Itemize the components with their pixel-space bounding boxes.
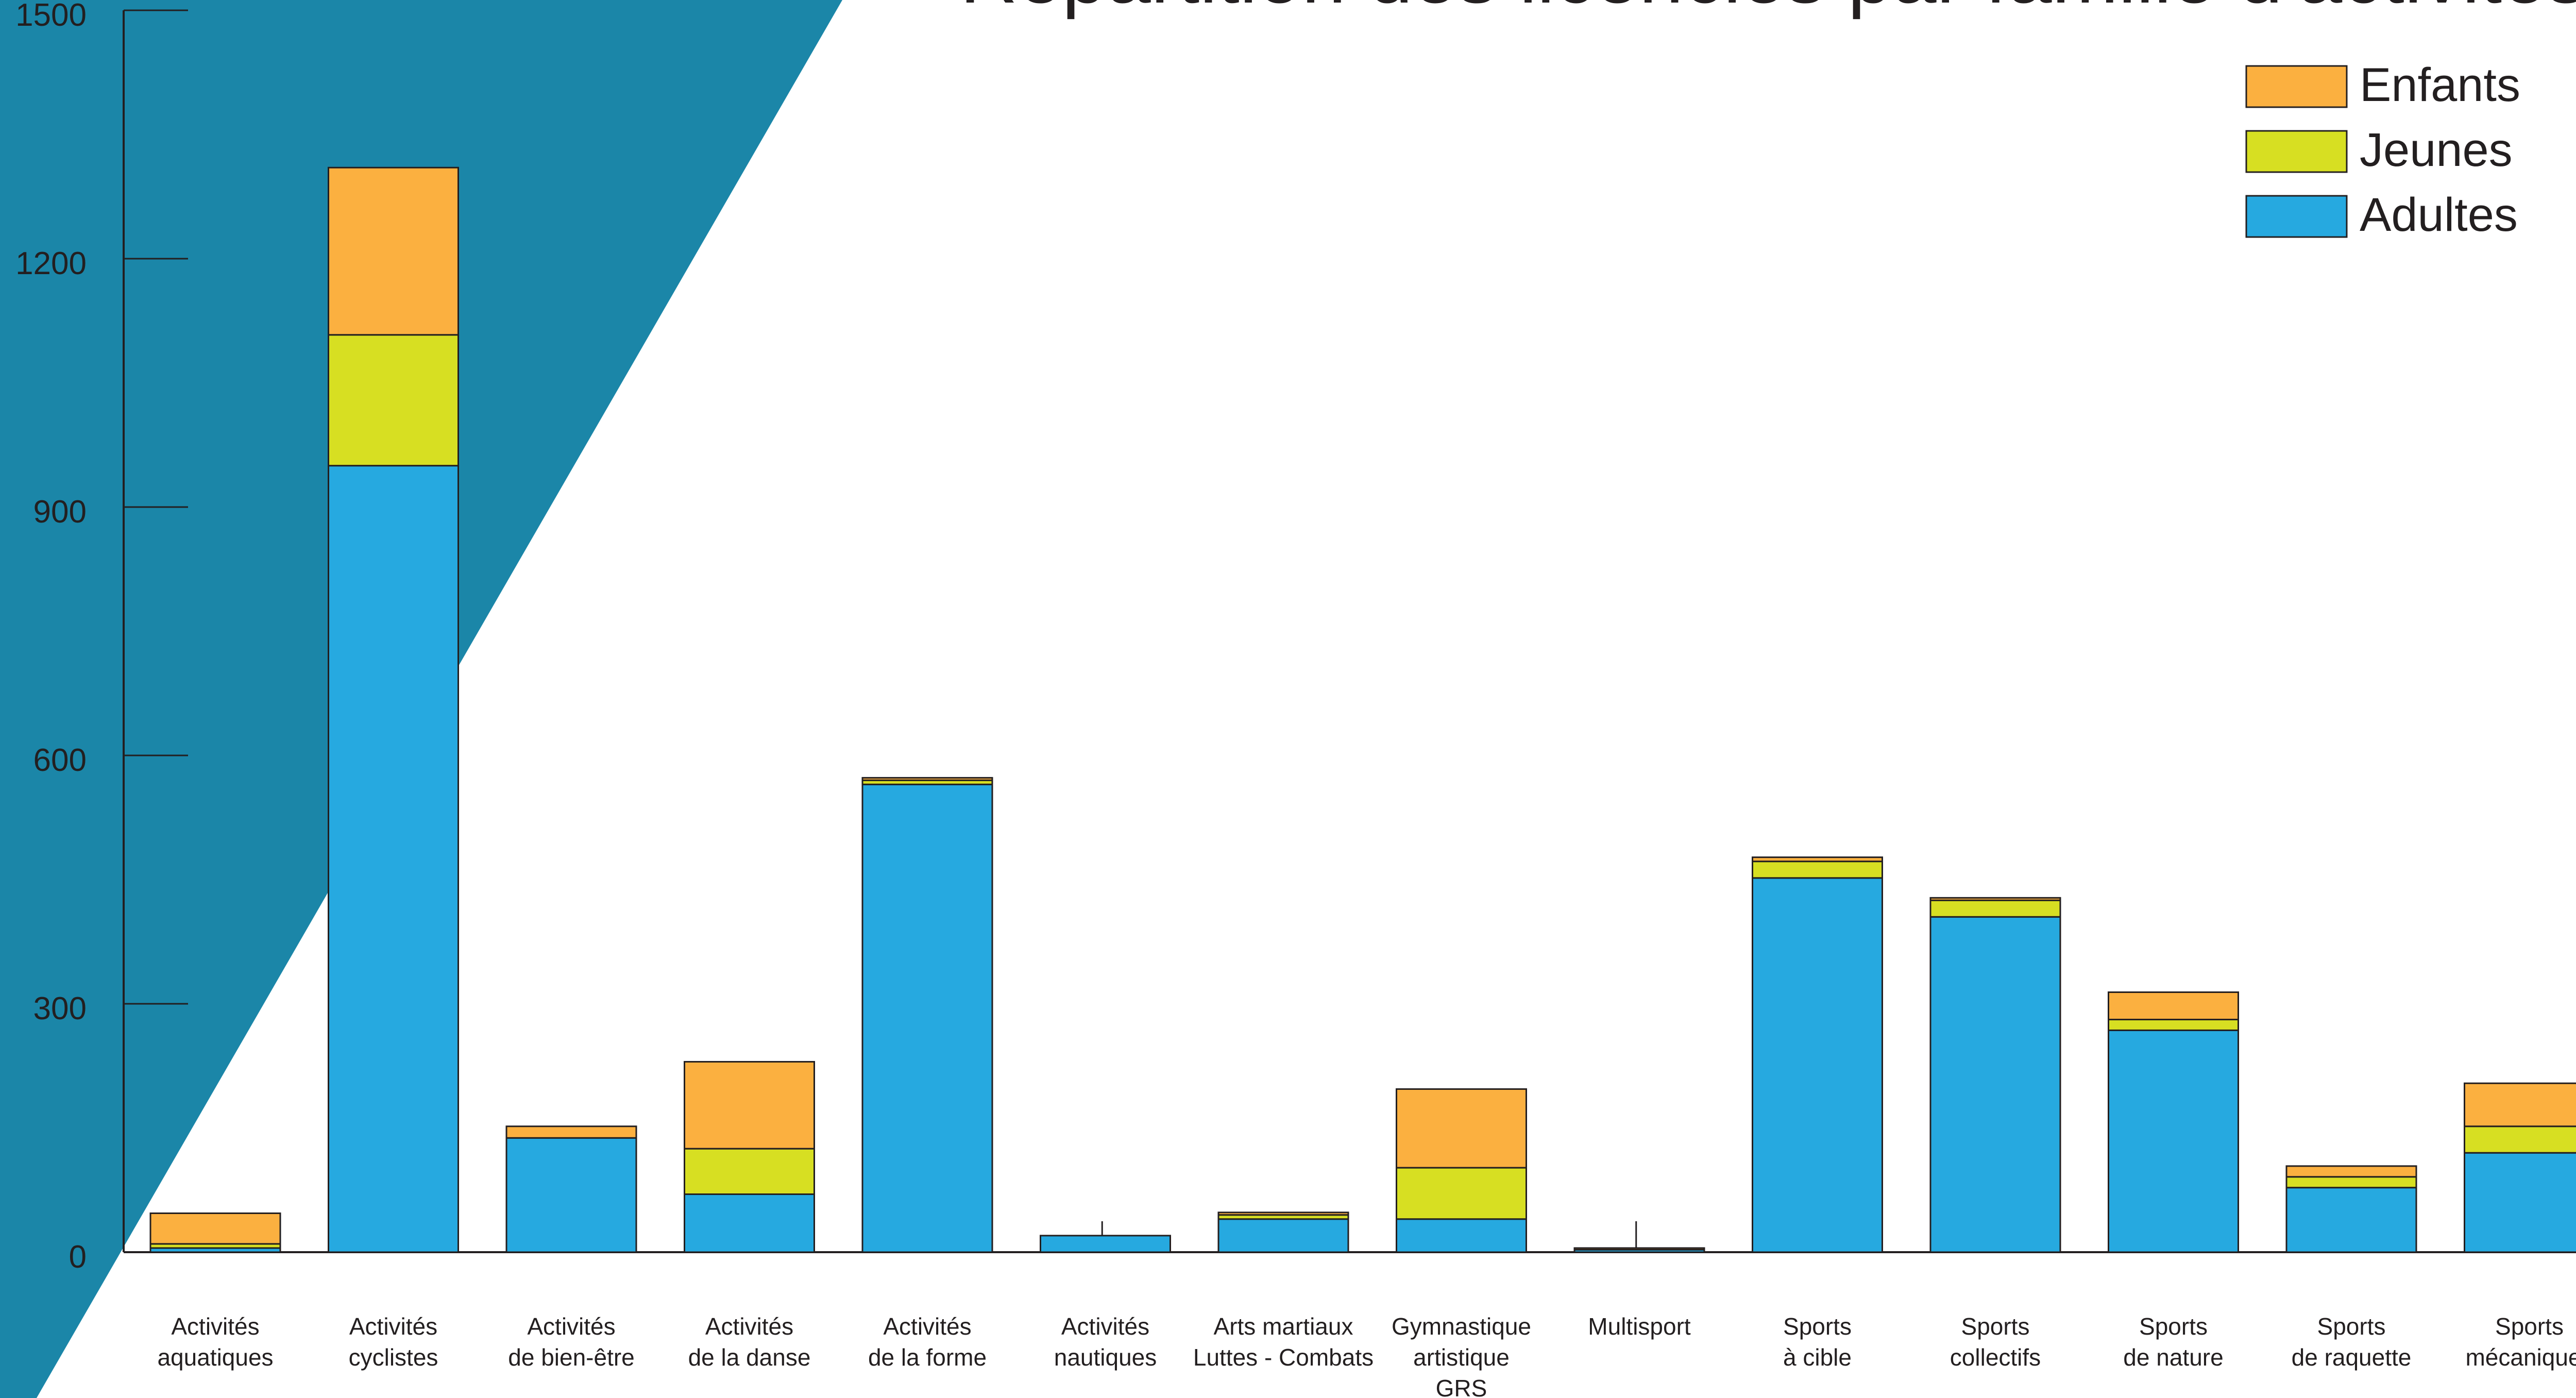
bar-segment-enfants — [1752, 856, 1883, 863]
bar-segment-enfants — [1929, 897, 2061, 901]
bar-segment-adultes — [1752, 877, 1883, 1253]
x-tick-label-line: nautiques — [1054, 1344, 1157, 1371]
bar-segment-jeunes — [684, 1148, 815, 1195]
bar-segment-enfants — [1573, 1247, 1705, 1251]
bar-segment-enfants — [505, 1125, 637, 1139]
bar-segment-adultes — [684, 1193, 815, 1253]
x-tick-label: Sports mécaniques — [2465, 1313, 2576, 1371]
x-tick-label-line: aquatiques — [157, 1344, 273, 1371]
x-tick-label-line: mécaniques — [2465, 1344, 2576, 1371]
x-tick-label-line: Luttes - Combats — [1193, 1344, 1374, 1371]
bar-segment-jeunes — [1396, 1167, 1527, 1220]
bar-segment-jeunes — [2108, 1019, 2239, 1031]
x-tick-label-line: Sports — [1961, 1313, 2030, 1340]
x-tick-label-line: de bien-être — [508, 1344, 635, 1371]
x-tick-label: Sports de raquette — [2292, 1313, 2412, 1371]
x-tick-label: Sports de nature — [2123, 1313, 2223, 1371]
bar-segment-adultes — [1396, 1218, 1527, 1253]
legend-swatch-jeunes — [2245, 130, 2348, 173]
bar-segment-adultes — [1929, 916, 2061, 1253]
y-tick-label: 300 — [33, 991, 87, 1026]
x-tick-label: Gymnastique artistique GRS — [1392, 1313, 1531, 1398]
legend-label-enfants: Enfants — [2360, 59, 2520, 111]
x-tick-label-line: Activités — [1061, 1313, 1149, 1340]
x-tick-label-line: de nature — [2123, 1344, 2223, 1371]
x-tick-label-line: Activités — [171, 1313, 259, 1340]
y-tick-label: 900 — [33, 494, 87, 530]
x-tick-label-line: Sports — [2139, 1313, 2208, 1340]
x-tick-label-line: GRS — [1436, 1375, 1487, 1398]
x-tick-label-line: Gymnastique — [1392, 1313, 1531, 1340]
bar-segment-enfants — [861, 777, 993, 781]
legend: Enfants Jeunes Adultes — [2245, 59, 2520, 241]
bar-segment-enfants — [328, 166, 459, 336]
x-tick-label-line: de raquette — [2292, 1344, 2412, 1371]
x-tick-label: Multisport — [1588, 1313, 1691, 1340]
x-tick-label-line: Sports — [2495, 1313, 2564, 1340]
x-tick-label: Activités de la danse — [688, 1313, 811, 1371]
legend-swatch-enfants — [2245, 65, 2348, 108]
x-tick-label-line: Multisport — [1588, 1313, 1691, 1340]
y-tick-label: 1200 — [15, 246, 87, 281]
y-tick-label: 600 — [33, 743, 87, 778]
x-tick-label: Activités de bien-être — [508, 1313, 635, 1371]
y-tick-label: 1500 — [15, 0, 87, 33]
x-tick-label: Sports collectifs — [1950, 1313, 2041, 1371]
chart-title: Répartition des licenciés par famille d'… — [960, 0, 2576, 20]
bar-segment-adultes — [1217, 1218, 1349, 1253]
x-tick-label: Activités nautiques — [1054, 1313, 1157, 1371]
bar-segment-enfants — [2285, 1165, 2417, 1178]
legend-swatch-adultes — [2245, 195, 2348, 238]
bar-segment-adultes — [328, 465, 459, 1253]
bar-segment-jeunes — [2285, 1176, 2417, 1189]
bar-segment-adultes — [1040, 1235, 1171, 1253]
x-tick-label-line: Activités — [883, 1313, 971, 1340]
bar-segment-jeunes — [1752, 861, 1883, 879]
bar-segment-enfants — [684, 1060, 815, 1150]
x-tick-label-line: Sports — [2317, 1313, 2386, 1340]
x-tick-label: Activités aquatiques — [157, 1313, 273, 1371]
bar-segment-enfants — [149, 1212, 281, 1245]
x-tick-label-line: de la danse — [688, 1344, 811, 1371]
x-tick-label-line: Activités — [527, 1313, 615, 1340]
bars — [149, 166, 2576, 1253]
x-tick-label-line: Sports — [1783, 1313, 1852, 1340]
x-tick-label-line: collectifs — [1950, 1344, 2041, 1371]
bar-segment-jeunes — [328, 334, 459, 467]
bar-segment-adultes — [2464, 1152, 2576, 1253]
x-tick-label: Sports à cible — [1783, 1313, 1852, 1371]
y-tick-label: 0 — [69, 1239, 87, 1275]
bar-segment-jeunes — [2464, 1125, 2576, 1154]
x-tick-label-line: cyclistes — [349, 1344, 438, 1371]
x-tick-label-line: de la forme — [868, 1344, 987, 1371]
legend-label-adultes: Adultes — [2360, 189, 2518, 241]
x-tick-label-line: Arts martiaux — [1214, 1313, 1353, 1340]
bar-segment-adultes — [2285, 1187, 2417, 1253]
bar-segment-adultes — [505, 1137, 637, 1253]
x-tick-label-line: Activités — [705, 1313, 793, 1340]
x-tick-label-line: Activités — [349, 1313, 437, 1340]
x-tick-label-line: artistique — [1413, 1344, 1510, 1371]
x-tick-label-line: à cible — [1783, 1344, 1852, 1371]
bar-segment-enfants — [2108, 991, 2239, 1021]
bar-segment-enfants — [1217, 1211, 1349, 1216]
bar-segment-enfants — [1396, 1088, 1527, 1169]
bar-segment-adultes — [2108, 1029, 2239, 1253]
bar-segment-adultes — [861, 783, 993, 1253]
x-tick-label: Arts martiaux Luttes - Combats — [1193, 1313, 1374, 1371]
x-tick-label: Activités de la forme — [868, 1313, 987, 1371]
legend-label-jeunes: Jeunes — [2360, 124, 2513, 176]
bar-segment-jeunes — [1929, 899, 2061, 918]
bar-segment-enfants — [2464, 1082, 2576, 1127]
y-axis: 0 300 600 900 1200 1500 — [15, 0, 188, 1275]
x-tick-label: Activités cyclistes — [349, 1313, 438, 1371]
